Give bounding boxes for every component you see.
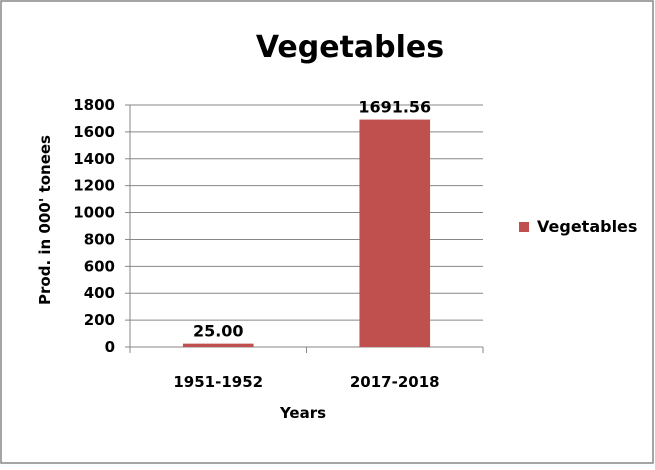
y-axis-title: Prod. in 000' tonees: [36, 135, 54, 305]
y-tick-label: 600: [84, 257, 115, 275]
legend-swatch: [519, 222, 529, 232]
y-tick-label: 200: [84, 311, 115, 329]
bar-2017-2018: [359, 119, 431, 347]
y-tick-label: 1400: [73, 150, 115, 168]
bar-1951-1952: [182, 343, 254, 347]
y-tick-label: 0: [105, 338, 115, 356]
y-tick-label: 800: [84, 230, 115, 248]
x-tick-label: 2017-2018: [350, 373, 440, 391]
y-tick-label: 1000: [73, 204, 115, 222]
y-tick-label: 1800: [73, 96, 115, 114]
y-tick-labels: 0 200 400 600 800 1000 1200 1400 1600 1800: [73, 96, 115, 356]
data-labels: 25.00 1691.56: [193, 98, 431, 341]
legend-label: Vegetables: [537, 217, 637, 236]
y-tick-label: 400: [84, 284, 115, 302]
y-tick-label: 1200: [73, 177, 115, 195]
chart-title: Vegetables: [256, 30, 444, 65]
data-label: 25.00: [193, 322, 244, 341]
legend: Vegetables: [519, 217, 637, 236]
x-tick-label: 1951-1952: [173, 373, 263, 391]
y-tick-label: 1600: [73, 123, 115, 141]
bars: [182, 119, 431, 347]
x-axis-title: Years: [279, 404, 326, 422]
x-tick-labels: 1951-1952 2017-2018: [173, 373, 439, 391]
data-label: 1691.56: [358, 98, 431, 117]
